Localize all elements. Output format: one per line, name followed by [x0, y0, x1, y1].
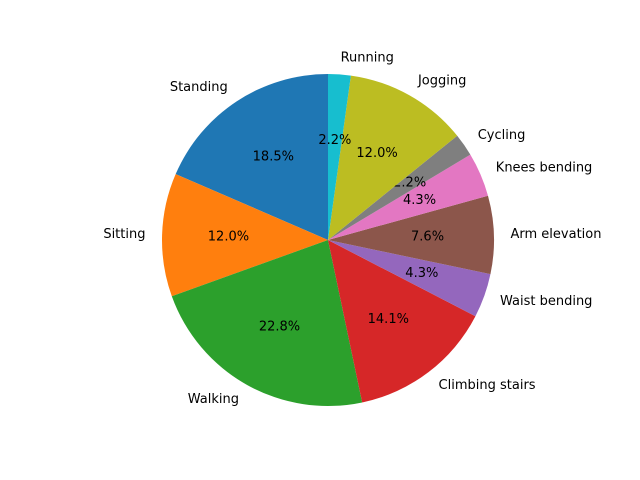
slice-label-climbing-stairs: Climbing stairs [439, 378, 536, 393]
slice-label-standing: Standing [170, 80, 228, 95]
slice-percent-standing: 18.5% [253, 149, 294, 164]
slice-label-walking: Walking [188, 392, 239, 407]
pie-slice-waist-bending [328, 240, 491, 317]
pie-slice-standing [175, 74, 328, 240]
slice-label-arm-elevation: Arm elevation [511, 227, 602, 242]
pie-slice-arm-elevation [328, 195, 494, 275]
slice-label-jogging: Jogging [417, 74, 466, 89]
pie-slice-sitting [162, 174, 328, 297]
slice-percent-arm-elevation: 7.6% [411, 229, 444, 244]
slice-percent-walking: 22.8% [259, 319, 300, 334]
pie-slice-cycling [328, 135, 471, 240]
slice-percent-sitting: 12.0% [208, 229, 249, 244]
slice-label-sitting: Sitting [103, 227, 145, 242]
slice-percent-waist-bending: 4.3% [405, 266, 438, 281]
slice-percent-knees-bending: 4.3% [403, 193, 436, 208]
pie-slice-knees-bending [328, 154, 488, 240]
pie-slice-jogging [328, 75, 458, 240]
slice-percent-climbing-stairs: 14.1% [368, 312, 409, 327]
slice-label-cycling: Cycling [478, 128, 526, 143]
slice-label-knees-bending: Knees bending [496, 161, 593, 176]
slice-percent-jogging: 12.0% [356, 146, 397, 161]
slice-label-running: Running [341, 50, 394, 65]
pie-slice-walking [171, 240, 363, 406]
slice-label-waist-bending: Waist bending [500, 294, 592, 309]
slice-percent-running: 2.2% [318, 133, 351, 148]
pie-slice-running [328, 74, 351, 240]
pie-slice-climbing-stairs [328, 240, 476, 403]
